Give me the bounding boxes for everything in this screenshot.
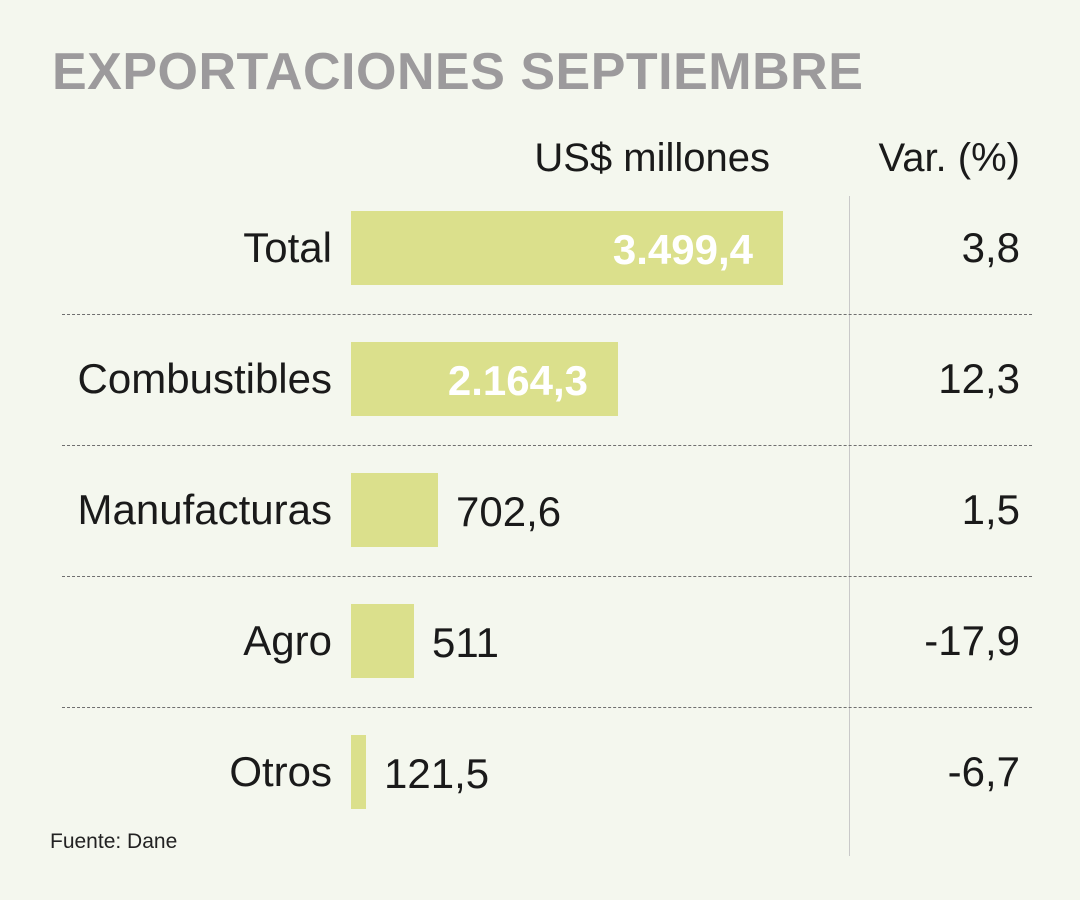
variation-label: -6,7 (947, 748, 1020, 795)
variation-label: 1,5 (961, 486, 1020, 533)
row-separator (62, 707, 1032, 708)
data-label: 3.499,4 (612, 226, 753, 273)
row-combustibles: Combustibles 2.164,3 12,3 (0, 342, 1080, 416)
variation-label: 3,8 (961, 224, 1020, 271)
column-header-usd: US$ millones (534, 136, 770, 180)
row-total: Total 3.499,4 3,8 (0, 211, 1080, 285)
row-otros: Otros 121,5 -6,7 (0, 735, 1080, 809)
category-label: Agro (243, 617, 332, 664)
row-separator (62, 445, 1032, 446)
bar-total (351, 211, 783, 285)
bar-agro (351, 604, 414, 678)
row-manufacturas: Manufacturas 702,6 1,5 (0, 473, 1080, 547)
row-separator (62, 314, 1032, 315)
column-header-variation: Var. (%) (878, 136, 1020, 180)
bar-manufacturas (351, 473, 438, 547)
column-divider (849, 196, 850, 856)
chart-title: EXPORTACIONES SEPTIEMBRE (52, 43, 864, 101)
bar-otros (351, 735, 366, 809)
category-label: Otros (229, 748, 332, 795)
bar-combustibles (351, 342, 618, 416)
variation-label: 12,3 (938, 355, 1020, 402)
category-label: Manufacturas (77, 486, 332, 533)
source-note: Fuente: Dane (50, 830, 178, 853)
row-agro: Agro 511 -17,9 (0, 604, 1080, 678)
category-label: Total (243, 224, 332, 271)
data-label: 2.164,3 (447, 357, 588, 404)
row-separator (62, 576, 1032, 577)
data-label: 511 (432, 619, 499, 666)
variation-label: -17,9 (924, 617, 1020, 664)
data-label: 121,5 (384, 750, 490, 797)
data-label: 702,6 (456, 488, 562, 535)
category-label: Combustibles (77, 355, 332, 402)
